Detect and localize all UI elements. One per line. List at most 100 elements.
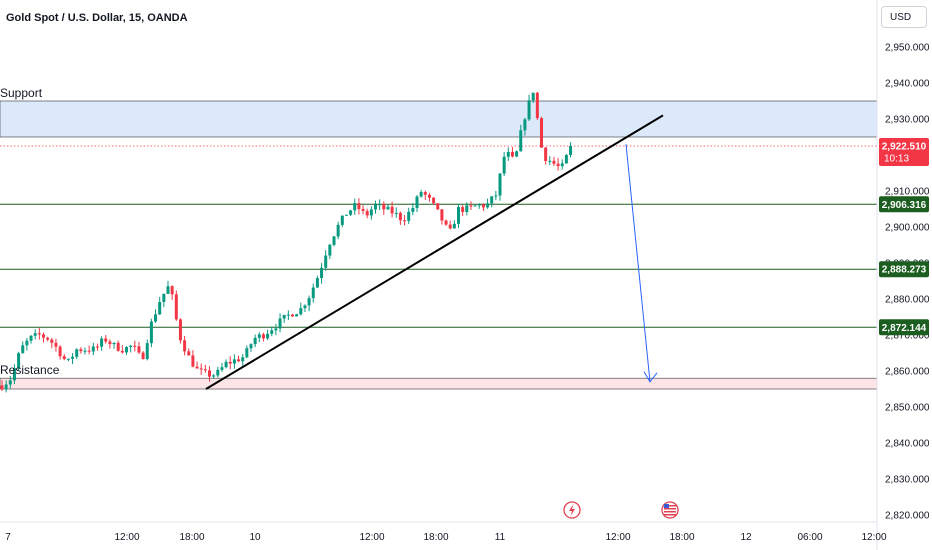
candle-body bbox=[79, 349, 83, 352]
candle-body bbox=[54, 342, 58, 347]
candle-body bbox=[245, 348, 249, 358]
candle-body bbox=[344, 214, 348, 216]
candle-body bbox=[158, 302, 162, 315]
time-axis[interactable]: 7 12:00 18:00 10 12:00 18:00 11 12:00 18:00 12 06:… bbox=[5, 532, 887, 543]
candle-body bbox=[274, 328, 278, 331]
y-tick-label: 2,860.000 bbox=[885, 367, 930, 378]
candle-body bbox=[315, 278, 319, 288]
candle-body bbox=[324, 255, 328, 268]
candle-body bbox=[149, 321, 153, 344]
y-tick-label: 2,910.000 bbox=[885, 187, 930, 198]
candle-body bbox=[178, 319, 182, 341]
current-price-badge bbox=[879, 137, 929, 166]
candle-body bbox=[303, 305, 307, 309]
candle-body bbox=[564, 155, 568, 164]
candle-body bbox=[261, 334, 265, 339]
candle-body bbox=[141, 352, 145, 360]
candle-body bbox=[75, 349, 79, 357]
x-tick-label: 12 bbox=[740, 532, 752, 543]
candle-body bbox=[137, 346, 141, 353]
resistance-label: Resistance bbox=[0, 363, 60, 377]
candle-body bbox=[378, 204, 382, 206]
x-tick-label: 12:00 bbox=[359, 532, 384, 543]
candle-body bbox=[62, 356, 66, 360]
candle-body bbox=[369, 209, 373, 216]
candle-body bbox=[473, 205, 477, 207]
price-badge-3 bbox=[879, 319, 929, 336]
candle-body bbox=[320, 267, 324, 279]
candle-body bbox=[311, 287, 315, 299]
candle-body bbox=[336, 224, 340, 237]
candle-body bbox=[241, 357, 245, 362]
candle-body bbox=[133, 345, 137, 347]
support-zone bbox=[0, 100, 878, 138]
x-tick-label: 12:00 bbox=[114, 532, 139, 543]
candle-body bbox=[490, 196, 494, 204]
candle-body bbox=[527, 100, 531, 120]
chart-title: Gold Spot / U.S. Dollar, 15, OANDA bbox=[6, 12, 188, 24]
candle-body bbox=[270, 330, 274, 334]
candle-body bbox=[21, 345, 25, 354]
candle-body bbox=[299, 308, 303, 315]
candle-body bbox=[544, 147, 548, 161]
candle-body bbox=[71, 356, 75, 359]
candle-body bbox=[332, 236, 336, 245]
candle-body bbox=[469, 205, 473, 207]
candle-body bbox=[357, 203, 361, 210]
currency-button[interactable]: USD bbox=[881, 6, 927, 28]
candle-body bbox=[154, 314, 158, 322]
lightning-event-icon[interactable] bbox=[563, 501, 581, 519]
candle-body bbox=[170, 286, 174, 295]
candle-body bbox=[278, 318, 282, 329]
candle-body bbox=[415, 196, 419, 209]
candle-body bbox=[361, 209, 365, 211]
us-flag-event-icon[interactable] bbox=[661, 501, 679, 519]
candle-body bbox=[25, 340, 29, 346]
candle-body bbox=[191, 355, 195, 367]
candle-body bbox=[365, 210, 369, 216]
countdown-label: 10:13 bbox=[884, 153, 909, 164]
candle-body bbox=[510, 151, 514, 157]
y-tick-label: 2,870.000 bbox=[885, 331, 930, 342]
candle-body bbox=[481, 204, 485, 208]
candle-body bbox=[436, 203, 440, 210]
candle-body bbox=[486, 203, 490, 208]
candles-layer bbox=[0, 91, 573, 393]
candle-body bbox=[4, 384, 8, 390]
events-layer bbox=[563, 501, 679, 519]
candle-body bbox=[423, 192, 427, 195]
y-tick-label: 2,830.000 bbox=[885, 475, 930, 486]
candle-body bbox=[46, 337, 50, 340]
candle-body bbox=[183, 340, 187, 352]
price-badge-label: 2,872.144 bbox=[882, 323, 927, 334]
candle-body bbox=[340, 215, 344, 225]
candle-body bbox=[465, 205, 469, 212]
candle-body bbox=[203, 369, 207, 371]
candle-body bbox=[95, 346, 99, 348]
candle-body bbox=[66, 358, 70, 360]
projection-arrow-shaft[interactable] bbox=[625, 144, 651, 382]
candle-body bbox=[407, 211, 411, 221]
candle-body bbox=[349, 210, 353, 215]
candle-body bbox=[162, 293, 166, 303]
candle-body bbox=[108, 341, 112, 345]
candle-body bbox=[129, 345, 133, 348]
candle-body bbox=[398, 212, 402, 221]
x-tick-label: 12:00 bbox=[861, 532, 886, 543]
candle-body bbox=[83, 350, 87, 352]
candle-body bbox=[432, 197, 436, 204]
candle-body bbox=[540, 118, 543, 148]
candle-body bbox=[494, 195, 498, 197]
candle-body bbox=[403, 220, 407, 222]
candle-body bbox=[427, 194, 431, 198]
candle-body bbox=[257, 334, 261, 338]
candle-body bbox=[42, 334, 45, 338]
candle-body bbox=[515, 151, 519, 157]
x-tick-label: 18:00 bbox=[179, 532, 204, 543]
candle-body bbox=[120, 350, 124, 353]
candle-body bbox=[531, 92, 535, 101]
candle-body bbox=[29, 335, 33, 341]
trendline[interactable] bbox=[205, 114, 664, 390]
x-tick-label: 18:00 bbox=[423, 532, 448, 543]
